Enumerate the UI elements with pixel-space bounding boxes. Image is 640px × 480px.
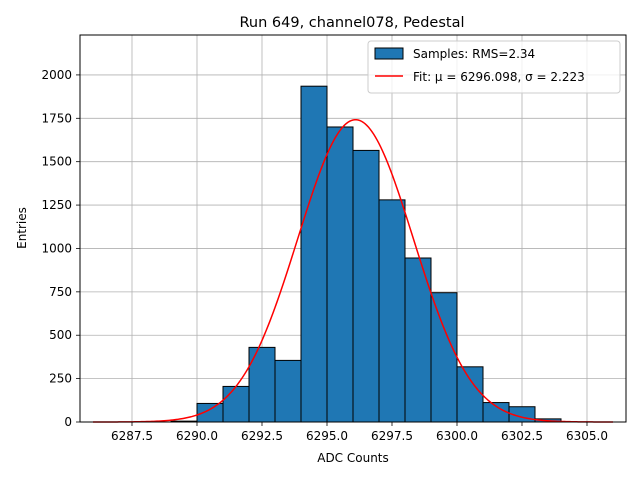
histogram-bar (222, 385, 250, 423)
y-tick-label: 1250 (41, 198, 72, 212)
plot-frame (79, 34, 627, 423)
x-tick-label: 6300.0 (436, 429, 478, 443)
y-axis-ticks: 0 250 500 750 1000 1250 1500 1750 2000 (41, 68, 80, 429)
histogram-bar (352, 149, 380, 423)
y-tick-label: 750 (49, 285, 72, 299)
histogram-bar (430, 292, 458, 423)
x-axis-label: ADC Counts (317, 451, 389, 465)
histogram-bar (326, 126, 354, 423)
legend-label-samples: Samples: RMS=2.34 (413, 47, 535, 61)
x-tick-label: 6302.5 (501, 429, 543, 443)
x-tick-label: 6290.0 (176, 429, 218, 443)
fit-curve (93, 118, 614, 423)
y-axis-label: Entries (15, 207, 29, 249)
histogram-bar (456, 366, 484, 423)
legend-swatch-samples (374, 47, 404, 60)
legend-label-fit: Fit: μ = 6296.098, σ = 2.223 (413, 70, 585, 84)
y-tick-label: 1750 (41, 111, 72, 125)
x-tick-label: 6292.5 (241, 429, 283, 443)
x-tick-label: 6297.5 (371, 429, 413, 443)
y-tick-label: 0 (64, 415, 72, 429)
y-tick-label: 1500 (41, 155, 72, 169)
histogram-bar (274, 359, 302, 423)
legend: Samples: RMS=2.34 Fit: μ = 6296.098, σ =… (367, 40, 621, 94)
chart-title: Run 649, channel078, Pedestal (239, 15, 464, 31)
y-tick-label: 500 (49, 328, 72, 342)
y-tick-label: 1000 (41, 241, 72, 255)
x-axis-ticks: 6287.5 6290.0 6292.5 6295.0 6297.5 6300.0 6302… (111, 422, 608, 443)
histogram-bar (404, 257, 432, 423)
histogram-bar (300, 85, 328, 423)
y-tick-label: 2000 (41, 68, 72, 82)
histogram-bar (196, 402, 224, 423)
x-tick-label: 6287.5 (111, 429, 153, 443)
histogram-bars (170, 85, 562, 423)
histogram-bar (378, 199, 406, 423)
x-tick-label: 6305.0 (566, 429, 608, 443)
y-tick-label: 250 (49, 372, 72, 386)
legend-box (367, 40, 621, 94)
x-tick-label: 6295.0 (306, 429, 348, 443)
